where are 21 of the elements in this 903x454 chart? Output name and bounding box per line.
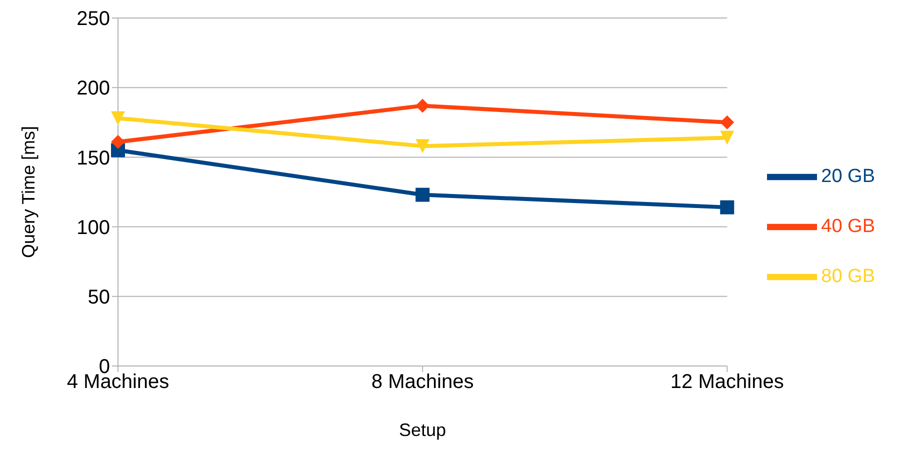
- y-tick-label: 100: [76, 216, 110, 239]
- point: [720, 200, 734, 214]
- y-tick-label: 200: [76, 78, 110, 100]
- point: [416, 139, 430, 154]
- legend-label: 40 GB: [821, 216, 875, 238]
- y-tick-label: 250: [76, 8, 110, 30]
- y-axis-title: Query Time [ms]: [18, 126, 38, 258]
- point: [720, 130, 734, 145]
- x-axis-title: Setup: [399, 420, 446, 440]
- y-tick-label: 50: [88, 286, 110, 308]
- x-tick-label: 8 Machines: [371, 371, 474, 394]
- y-tick-label: 150: [76, 147, 110, 170]
- point: [416, 188, 430, 202]
- x-tick-label: 12 Machines: [670, 371, 784, 394]
- point: [720, 115, 734, 130]
- point: [111, 111, 125, 126]
- legend-label: 20 GB: [821, 166, 875, 188]
- legend-label: 80 GB: [821, 266, 875, 288]
- point: [111, 134, 125, 149]
- y-tick-label: 0: [98, 356, 110, 378]
- point: [416, 98, 430, 113]
